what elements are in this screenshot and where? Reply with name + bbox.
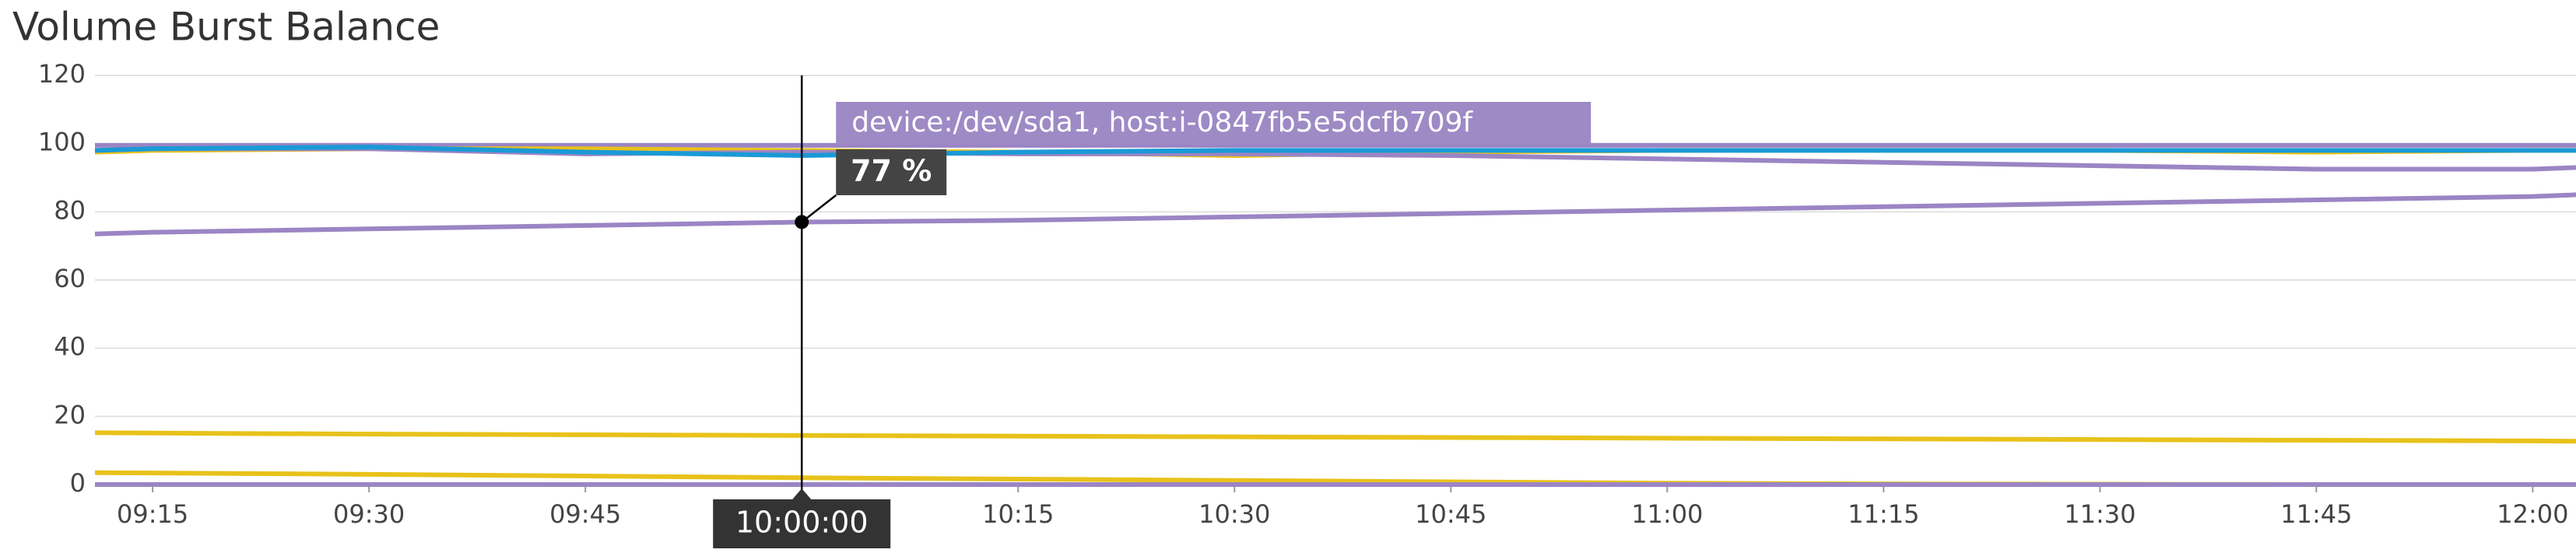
x-tick-label: 10:30 bbox=[1199, 499, 1270, 529]
chart-title: Volume Burst Balance bbox=[12, 5, 440, 50]
x-tick-label: 12:00 bbox=[2497, 499, 2568, 529]
x-tick-label: 10:45 bbox=[1415, 499, 1486, 529]
y-tick-label: 20 bbox=[54, 400, 86, 429]
series-line bbox=[94, 192, 2576, 236]
x-tick-label: 11:00 bbox=[1631, 499, 1703, 529]
tooltip-value: 77 % bbox=[851, 154, 932, 188]
x-tick-label: 11:30 bbox=[2064, 499, 2136, 529]
tooltip-label: device:/dev/sda1, host:i-0847fb5e5dcfb70… bbox=[851, 107, 1473, 138]
x-tick-label: 09:45 bbox=[549, 499, 621, 529]
y-tick-label: 0 bbox=[70, 468, 86, 498]
series-line bbox=[94, 430, 2576, 444]
series-line bbox=[94, 145, 2576, 159]
x-tick-label: 11:45 bbox=[2280, 499, 2352, 529]
tooltip-value-box bbox=[836, 149, 947, 195]
y-tick-label: 120 bbox=[38, 59, 86, 89]
y-tick-label: 40 bbox=[54, 332, 86, 362]
x-tick-label: 09:15 bbox=[117, 499, 188, 529]
x-tick-label: 11:15 bbox=[1848, 499, 1919, 529]
time-label: 10:00:00 bbox=[735, 506, 869, 540]
tooltip-leader bbox=[801, 194, 837, 223]
x-tick-label: 10:15 bbox=[982, 499, 1054, 529]
y-tick-label: 100 bbox=[38, 128, 86, 157]
y-tick-label: 80 bbox=[54, 195, 86, 225]
tooltip-label-box bbox=[836, 102, 1592, 145]
time-pointer bbox=[792, 488, 812, 499]
time-box bbox=[713, 499, 891, 548]
hover-point bbox=[795, 215, 809, 229]
y-tick-label: 60 bbox=[54, 264, 86, 293]
x-tick-label: 09:30 bbox=[333, 499, 405, 529]
